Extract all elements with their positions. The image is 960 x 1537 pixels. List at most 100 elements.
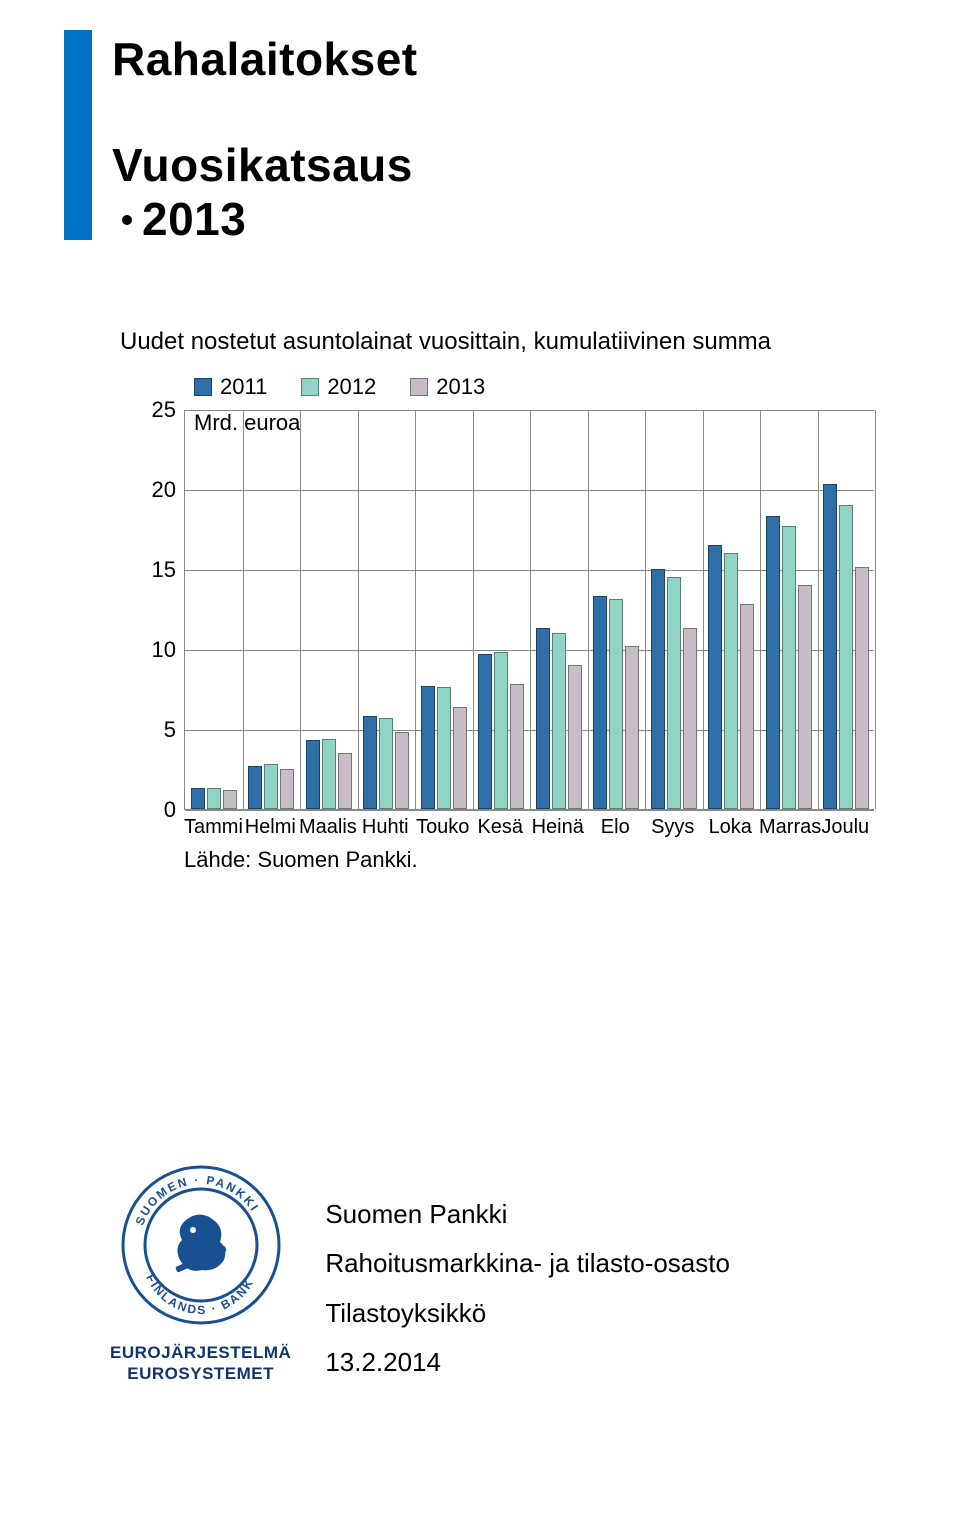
bar-group: [645, 569, 703, 809]
bar-group: [760, 516, 818, 809]
bar-group: [300, 739, 358, 809]
chart-plot-wrapper: 0510152025: [120, 410, 880, 810]
publisher-logo-block: SUOMEN · PANKKI FINLANDS · BANK EUROJÄRJ…: [110, 1160, 291, 1385]
subtitle-prefix: Vuosikatsaus: [112, 139, 413, 191]
chart-source-label: Lähde: Suomen Pankki.: [184, 847, 880, 873]
legend-label: 2012: [327, 374, 376, 400]
publisher-info: Suomen Pankki Rahoitusmarkkina- ja tilas…: [325, 1160, 730, 1388]
bar-group: [358, 716, 416, 809]
bar: [223, 790, 237, 809]
bar: [280, 769, 294, 809]
x-axis-tick: Elo: [587, 816, 645, 839]
bar: [552, 633, 566, 809]
bar: [322, 739, 336, 809]
bar: [437, 687, 451, 809]
x-axis-tick: Tammi: [184, 816, 242, 839]
legend-swatch-icon: [194, 378, 212, 396]
document-subtitle: Vuosikatsaus2013: [112, 138, 413, 246]
bar: [798, 585, 812, 809]
bar: [740, 604, 754, 809]
y-axis-tick: 5: [164, 717, 176, 743]
bar: [766, 516, 780, 809]
bar: [683, 628, 697, 809]
legend-label: 2011: [220, 374, 267, 400]
logo-caption-line2: EUROSYSTEMET: [110, 1363, 291, 1384]
x-axis-tick: Marras: [759, 816, 817, 839]
bar: [191, 788, 205, 809]
bar: [724, 553, 738, 809]
unit-name: Tilastoyksikkö: [325, 1289, 730, 1338]
bar: [306, 740, 320, 809]
bar: [839, 505, 853, 809]
subtitle-year: 2013: [142, 193, 246, 245]
bar-group: [415, 686, 473, 809]
legend-item: 2013: [410, 374, 485, 400]
x-axis-tick: Joulu: [817, 816, 875, 839]
chart-title: Uudet nostetut asuntolainat vuosittain, …: [120, 328, 880, 356]
org-name: Suomen Pankki: [325, 1190, 730, 1239]
bar: [536, 628, 550, 809]
y-axis-tick: 0: [164, 797, 176, 823]
document-footer: SUOMEN · PANKKI FINLANDS · BANK EUROJÄRJ…: [110, 1160, 730, 1388]
bar: [593, 596, 607, 809]
document-title: Rahalaitokset: [112, 32, 418, 86]
header-accent-stripe: [64, 30, 92, 240]
x-axis-tick: Kesä: [472, 816, 530, 839]
bar: [855, 567, 869, 809]
bar: [708, 545, 722, 809]
y-axis-tick: 20: [152, 477, 176, 503]
bar: [207, 788, 221, 809]
logo-caption: EUROJÄRJESTELMÄ EUROSYSTEMET: [110, 1342, 291, 1385]
bar-group: [703, 545, 761, 809]
x-axis-tick: Huhti: [357, 816, 415, 839]
legend-item: 2011: [194, 374, 267, 400]
bar: [264, 764, 278, 809]
y-axis-tick: 15: [152, 557, 176, 583]
bar: [379, 718, 393, 809]
chart-legend: 2011 2012 2013: [194, 374, 880, 400]
bar-group: [185, 788, 243, 809]
bar: [494, 652, 508, 809]
department-name: Rahoitusmarkkina- ja tilasto-osasto: [325, 1239, 730, 1288]
bar: [651, 569, 665, 809]
bar: [782, 526, 796, 809]
bar: [478, 654, 492, 809]
logo-caption-line1: EUROJÄRJESTELMÄ: [110, 1342, 291, 1363]
bar: [625, 646, 639, 809]
bar: [609, 599, 623, 809]
bar: [395, 732, 409, 809]
plot-area: [184, 410, 874, 810]
bar-group: [530, 628, 588, 809]
y-axis-tick: 10: [152, 637, 176, 663]
bar: [453, 707, 467, 809]
bar: [568, 665, 582, 809]
bar: [510, 684, 524, 809]
legend-swatch-icon: [301, 378, 319, 396]
y-axis-tick: 25: [152, 397, 176, 423]
bar: [363, 716, 377, 809]
x-axis-tick: Syys: [644, 816, 702, 839]
gridline-horizontal: [185, 810, 874, 811]
legend-label: 2013: [436, 374, 485, 400]
cumulative-loans-chart: Uudet nostetut asuntolainat vuosittain, …: [120, 328, 880, 873]
y-axis: 0510152025: [120, 410, 184, 810]
bar-group: [818, 484, 876, 809]
x-axis-tick: Maalis: [299, 816, 357, 839]
x-axis-tick: Helmi: [242, 816, 300, 839]
suomen-pankki-seal-icon: SUOMEN · PANKKI FINLANDS · BANK: [116, 1160, 286, 1330]
bar: [823, 484, 837, 809]
bar-group: [243, 764, 301, 809]
legend-swatch-icon: [410, 378, 428, 396]
gridline-vertical: [875, 410, 876, 809]
bar: [248, 766, 262, 809]
bar: [421, 686, 435, 809]
bullet-separator-icon: [122, 215, 132, 225]
publication-date: 13.2.2014: [325, 1338, 730, 1387]
x-axis-tick: Loka: [702, 816, 760, 839]
bar-group: [473, 652, 531, 809]
bar: [667, 577, 681, 809]
x-axis-tick: Touko: [414, 816, 472, 839]
gridline-vertical: [243, 410, 244, 809]
x-axis-tick: Heinä: [529, 816, 587, 839]
bar: [338, 753, 352, 809]
